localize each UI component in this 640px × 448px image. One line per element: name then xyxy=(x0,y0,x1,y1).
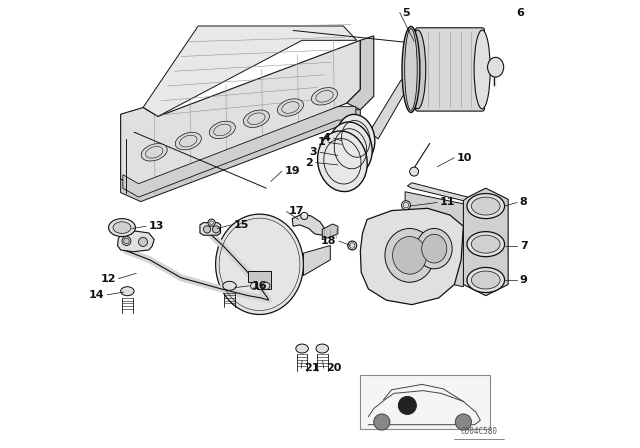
Text: 5: 5 xyxy=(403,8,410,17)
Polygon shape xyxy=(347,36,374,110)
Polygon shape xyxy=(121,40,360,188)
Ellipse shape xyxy=(337,114,375,164)
Ellipse shape xyxy=(223,281,236,290)
Circle shape xyxy=(348,241,356,250)
Ellipse shape xyxy=(312,88,337,105)
Ellipse shape xyxy=(410,30,426,109)
Ellipse shape xyxy=(216,214,303,314)
Circle shape xyxy=(139,237,148,246)
Polygon shape xyxy=(369,69,416,139)
Polygon shape xyxy=(123,107,356,197)
Ellipse shape xyxy=(141,144,167,161)
Ellipse shape xyxy=(472,235,500,253)
Ellipse shape xyxy=(243,110,269,127)
Ellipse shape xyxy=(467,267,504,293)
Polygon shape xyxy=(360,208,463,305)
Ellipse shape xyxy=(422,234,447,263)
Text: 7: 7 xyxy=(520,241,527,250)
Text: 10: 10 xyxy=(457,153,472,163)
Polygon shape xyxy=(407,183,468,201)
Text: 17: 17 xyxy=(289,207,305,216)
Text: 2: 2 xyxy=(305,158,313,168)
Circle shape xyxy=(455,414,472,430)
Ellipse shape xyxy=(175,133,202,150)
Text: 13: 13 xyxy=(149,221,164,231)
Polygon shape xyxy=(303,246,330,276)
Ellipse shape xyxy=(209,121,236,138)
Polygon shape xyxy=(463,188,508,296)
Text: 9: 9 xyxy=(520,275,528,285)
Polygon shape xyxy=(292,214,324,235)
Circle shape xyxy=(398,396,416,414)
Text: C004C580: C004C580 xyxy=(461,427,497,436)
Ellipse shape xyxy=(392,237,427,274)
Ellipse shape xyxy=(109,219,136,237)
Ellipse shape xyxy=(467,194,504,219)
Circle shape xyxy=(301,212,308,220)
Polygon shape xyxy=(118,231,154,252)
Text: 20: 20 xyxy=(326,363,342,373)
Ellipse shape xyxy=(121,287,134,296)
Ellipse shape xyxy=(385,228,434,282)
Circle shape xyxy=(410,167,419,176)
Ellipse shape xyxy=(296,344,308,353)
Bar xyxy=(360,375,490,429)
Circle shape xyxy=(262,282,270,289)
Polygon shape xyxy=(200,223,221,235)
Circle shape xyxy=(374,414,390,430)
Text: 8: 8 xyxy=(520,198,527,207)
Text: 11: 11 xyxy=(440,198,456,207)
Ellipse shape xyxy=(402,26,420,112)
Text: 14: 14 xyxy=(89,290,104,300)
Ellipse shape xyxy=(467,232,504,257)
Ellipse shape xyxy=(404,29,417,110)
Circle shape xyxy=(251,282,258,289)
Ellipse shape xyxy=(417,228,452,269)
Text: 4: 4 xyxy=(323,133,331,143)
Polygon shape xyxy=(121,110,360,202)
Ellipse shape xyxy=(113,222,131,233)
Polygon shape xyxy=(143,26,356,116)
Text: 18: 18 xyxy=(321,236,336,246)
Circle shape xyxy=(212,226,220,233)
Text: 16: 16 xyxy=(252,281,268,291)
Text: 21: 21 xyxy=(304,363,319,373)
Ellipse shape xyxy=(316,344,328,353)
Ellipse shape xyxy=(277,99,303,116)
FancyBboxPatch shape xyxy=(415,28,484,111)
Text: 1: 1 xyxy=(317,138,325,147)
Text: 12: 12 xyxy=(100,274,116,284)
Circle shape xyxy=(204,226,211,233)
Text: 3: 3 xyxy=(310,147,317,157)
Ellipse shape xyxy=(317,131,367,192)
Text: 15: 15 xyxy=(234,220,250,230)
Text: 19: 19 xyxy=(285,166,300,176)
Polygon shape xyxy=(405,192,463,287)
Polygon shape xyxy=(323,224,338,240)
Circle shape xyxy=(122,237,131,246)
Ellipse shape xyxy=(329,122,372,176)
Polygon shape xyxy=(248,271,271,289)
Ellipse shape xyxy=(488,57,504,77)
Text: 6: 6 xyxy=(516,8,524,17)
Circle shape xyxy=(208,219,215,226)
Circle shape xyxy=(401,201,410,210)
Ellipse shape xyxy=(474,30,490,109)
Ellipse shape xyxy=(472,197,500,215)
Ellipse shape xyxy=(472,271,500,289)
